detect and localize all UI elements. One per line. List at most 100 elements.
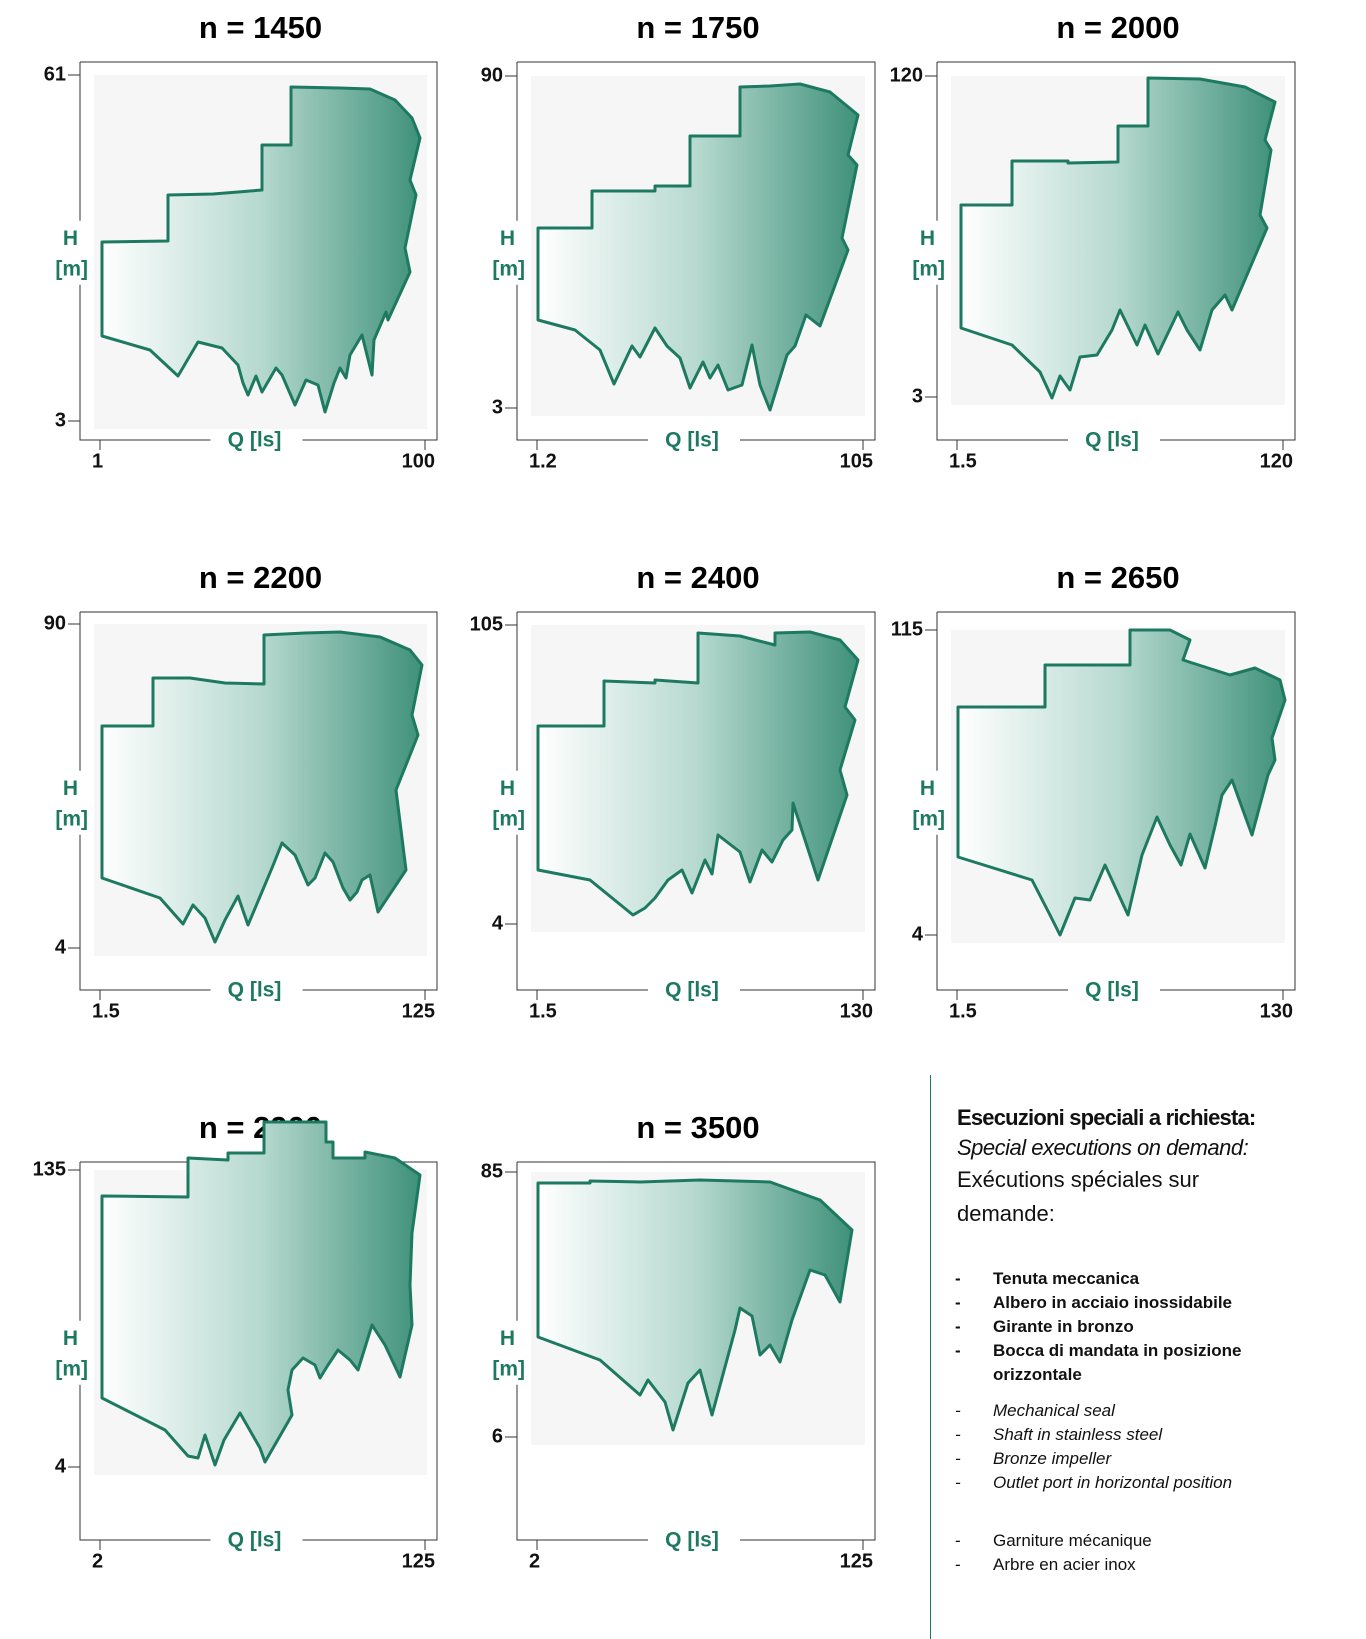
bullet: - xyxy=(955,1317,961,1336)
x-axis-label: Q [ls] xyxy=(665,979,719,1002)
y-axis-name: H xyxy=(63,777,78,800)
y-tick-label: 3 xyxy=(492,396,503,418)
y-label-bg xyxy=(901,770,945,835)
bullet: - xyxy=(955,1555,961,1574)
y-axis-unit: [m] xyxy=(492,257,525,280)
panel-title: n = 2400 xyxy=(636,560,759,595)
frame xyxy=(516,1161,876,1541)
list-item: - Shaft in stainless steel xyxy=(955,1423,1315,1447)
x-tick-label: 1 xyxy=(92,450,103,472)
item-text: Bocca di mandata in posizione orizzontal… xyxy=(993,1341,1242,1384)
x-label-bg xyxy=(1068,986,1160,994)
x-axis-label: Q [ls] xyxy=(665,1529,719,1552)
y-tick-label: 115 xyxy=(891,618,923,640)
x-tick-label: 1.5 xyxy=(949,450,977,472)
list-item: - Arbre en acier inox xyxy=(955,1553,1315,1577)
item-text: Outlet port in horizontal position xyxy=(993,1473,1233,1492)
x-axis-label: Q [ls] xyxy=(228,429,282,452)
y-tick-label: 6 xyxy=(492,1425,503,1447)
y-tick-label: 135 xyxy=(33,1158,66,1180)
y-axis-unit: [m] xyxy=(912,257,945,280)
item-text: Mechanical seal xyxy=(993,1401,1115,1420)
notes-title: Esecuzioni speciali a richiesta: xyxy=(957,1105,1256,1130)
y-tick-label: 4 xyxy=(912,923,924,945)
y-tick-label: 61 xyxy=(44,63,66,85)
bullet: - xyxy=(955,1293,961,1312)
x-tick-label: 100 xyxy=(402,450,435,472)
y-label-bg xyxy=(44,220,88,285)
x-tick-label: 2 xyxy=(529,1550,540,1572)
y-axis-unit: [m] xyxy=(55,1357,88,1380)
panel-title: n = 2650 xyxy=(1056,560,1179,595)
envelope xyxy=(100,85,422,414)
y-axis-name: H xyxy=(500,777,515,800)
x-tick-label: 1.5 xyxy=(529,1000,557,1022)
envelope xyxy=(956,628,1287,937)
envelope xyxy=(100,630,424,944)
x-label-bg xyxy=(648,1536,740,1544)
frame xyxy=(936,611,1296,991)
item-text: Albero in acciaio inossidabile xyxy=(993,1293,1233,1312)
notes-title-fr: Exécutions spéciales sur demande: xyxy=(957,1167,1200,1226)
y-axis-unit: [m] xyxy=(55,257,88,280)
item-text: Shaft in stainless steel xyxy=(993,1425,1163,1444)
x-tick-label: 2 xyxy=(92,1550,103,1572)
frame xyxy=(516,61,876,441)
item-text: Arbre en acier inox xyxy=(993,1555,1136,1574)
y-label-bg xyxy=(901,220,945,285)
y-axis-name: H xyxy=(920,777,935,800)
y-label-bg xyxy=(44,1320,88,1385)
x-label-bg xyxy=(1068,436,1160,444)
bullet: - xyxy=(955,1449,961,1468)
list-it: - Tenuta meccanica - Albero in acciaio inos… xyxy=(955,1267,1315,1387)
x-axis-label: Q [ls] xyxy=(665,429,719,452)
x-axis-label: Q [ls] xyxy=(1085,429,1139,452)
y-label-bg xyxy=(481,1320,525,1385)
envelope xyxy=(536,1178,854,1432)
panel-title: n = 2200 xyxy=(199,560,322,595)
list-item: - Mechanical seal xyxy=(955,1399,1315,1423)
list-item: - Outlet port in horizontal position xyxy=(955,1471,1315,1495)
panel-title: n = 1750 xyxy=(636,10,759,45)
x-label-bg xyxy=(210,1536,303,1544)
list-item: - Bronze impeller xyxy=(955,1447,1315,1471)
y-axis-name: H xyxy=(500,1327,515,1350)
notes-title-en: Special executions on demand: xyxy=(957,1135,1249,1160)
x-tick-label: 120 xyxy=(1260,450,1293,472)
frame xyxy=(936,61,1296,441)
y-axis-unit: [m] xyxy=(492,1357,525,1380)
x-label-bg xyxy=(648,436,740,444)
y-tick-label: 90 xyxy=(44,612,66,634)
list-item: - Tenuta meccanica xyxy=(955,1267,1315,1291)
y-tick-label: 4 xyxy=(492,912,504,934)
x-tick-label: 105 xyxy=(840,450,873,472)
y-label-bg xyxy=(481,770,525,835)
item-text: Bronze impeller xyxy=(993,1449,1112,1468)
list-en: - Mechanical seal - Shaft in stainless stee… xyxy=(955,1399,1315,1495)
envelope xyxy=(536,82,860,412)
y-axis-unit: [m] xyxy=(492,807,525,830)
list-item: - Garniture mécanique xyxy=(955,1529,1315,1553)
bullet: - xyxy=(955,1401,961,1420)
frame xyxy=(79,611,438,991)
y-tick-label: 4 xyxy=(55,1455,67,1477)
y-axis-name: H xyxy=(500,227,515,250)
envelope xyxy=(100,1120,422,1467)
panel-title: n = 3500 xyxy=(636,1110,759,1145)
x-axis-label: Q [ls] xyxy=(228,1529,282,1552)
x-tick-label: 130 xyxy=(1260,1000,1293,1022)
item-text: Tenuta meccanica xyxy=(993,1269,1140,1288)
y-tick-label: 3 xyxy=(55,409,66,431)
x-tick-label: 1.2 xyxy=(529,450,557,472)
x-axis-label: Q [ls] xyxy=(1085,979,1139,1002)
x-tick-label: 1.5 xyxy=(949,1000,977,1022)
y-tick-label: 120 xyxy=(890,64,923,86)
y-tick-label: 105 xyxy=(470,613,503,635)
x-label-bg xyxy=(648,986,740,994)
notes: Esecuzioni speciali a richiesta: Special… xyxy=(930,1075,1366,1639)
list-item: - Albero in acciaio inossidabile xyxy=(955,1291,1315,1315)
y-axis-unit: [m] xyxy=(55,807,88,830)
x-tick-label: 125 xyxy=(402,1000,435,1022)
y-tick-label: 85 xyxy=(481,1160,503,1182)
